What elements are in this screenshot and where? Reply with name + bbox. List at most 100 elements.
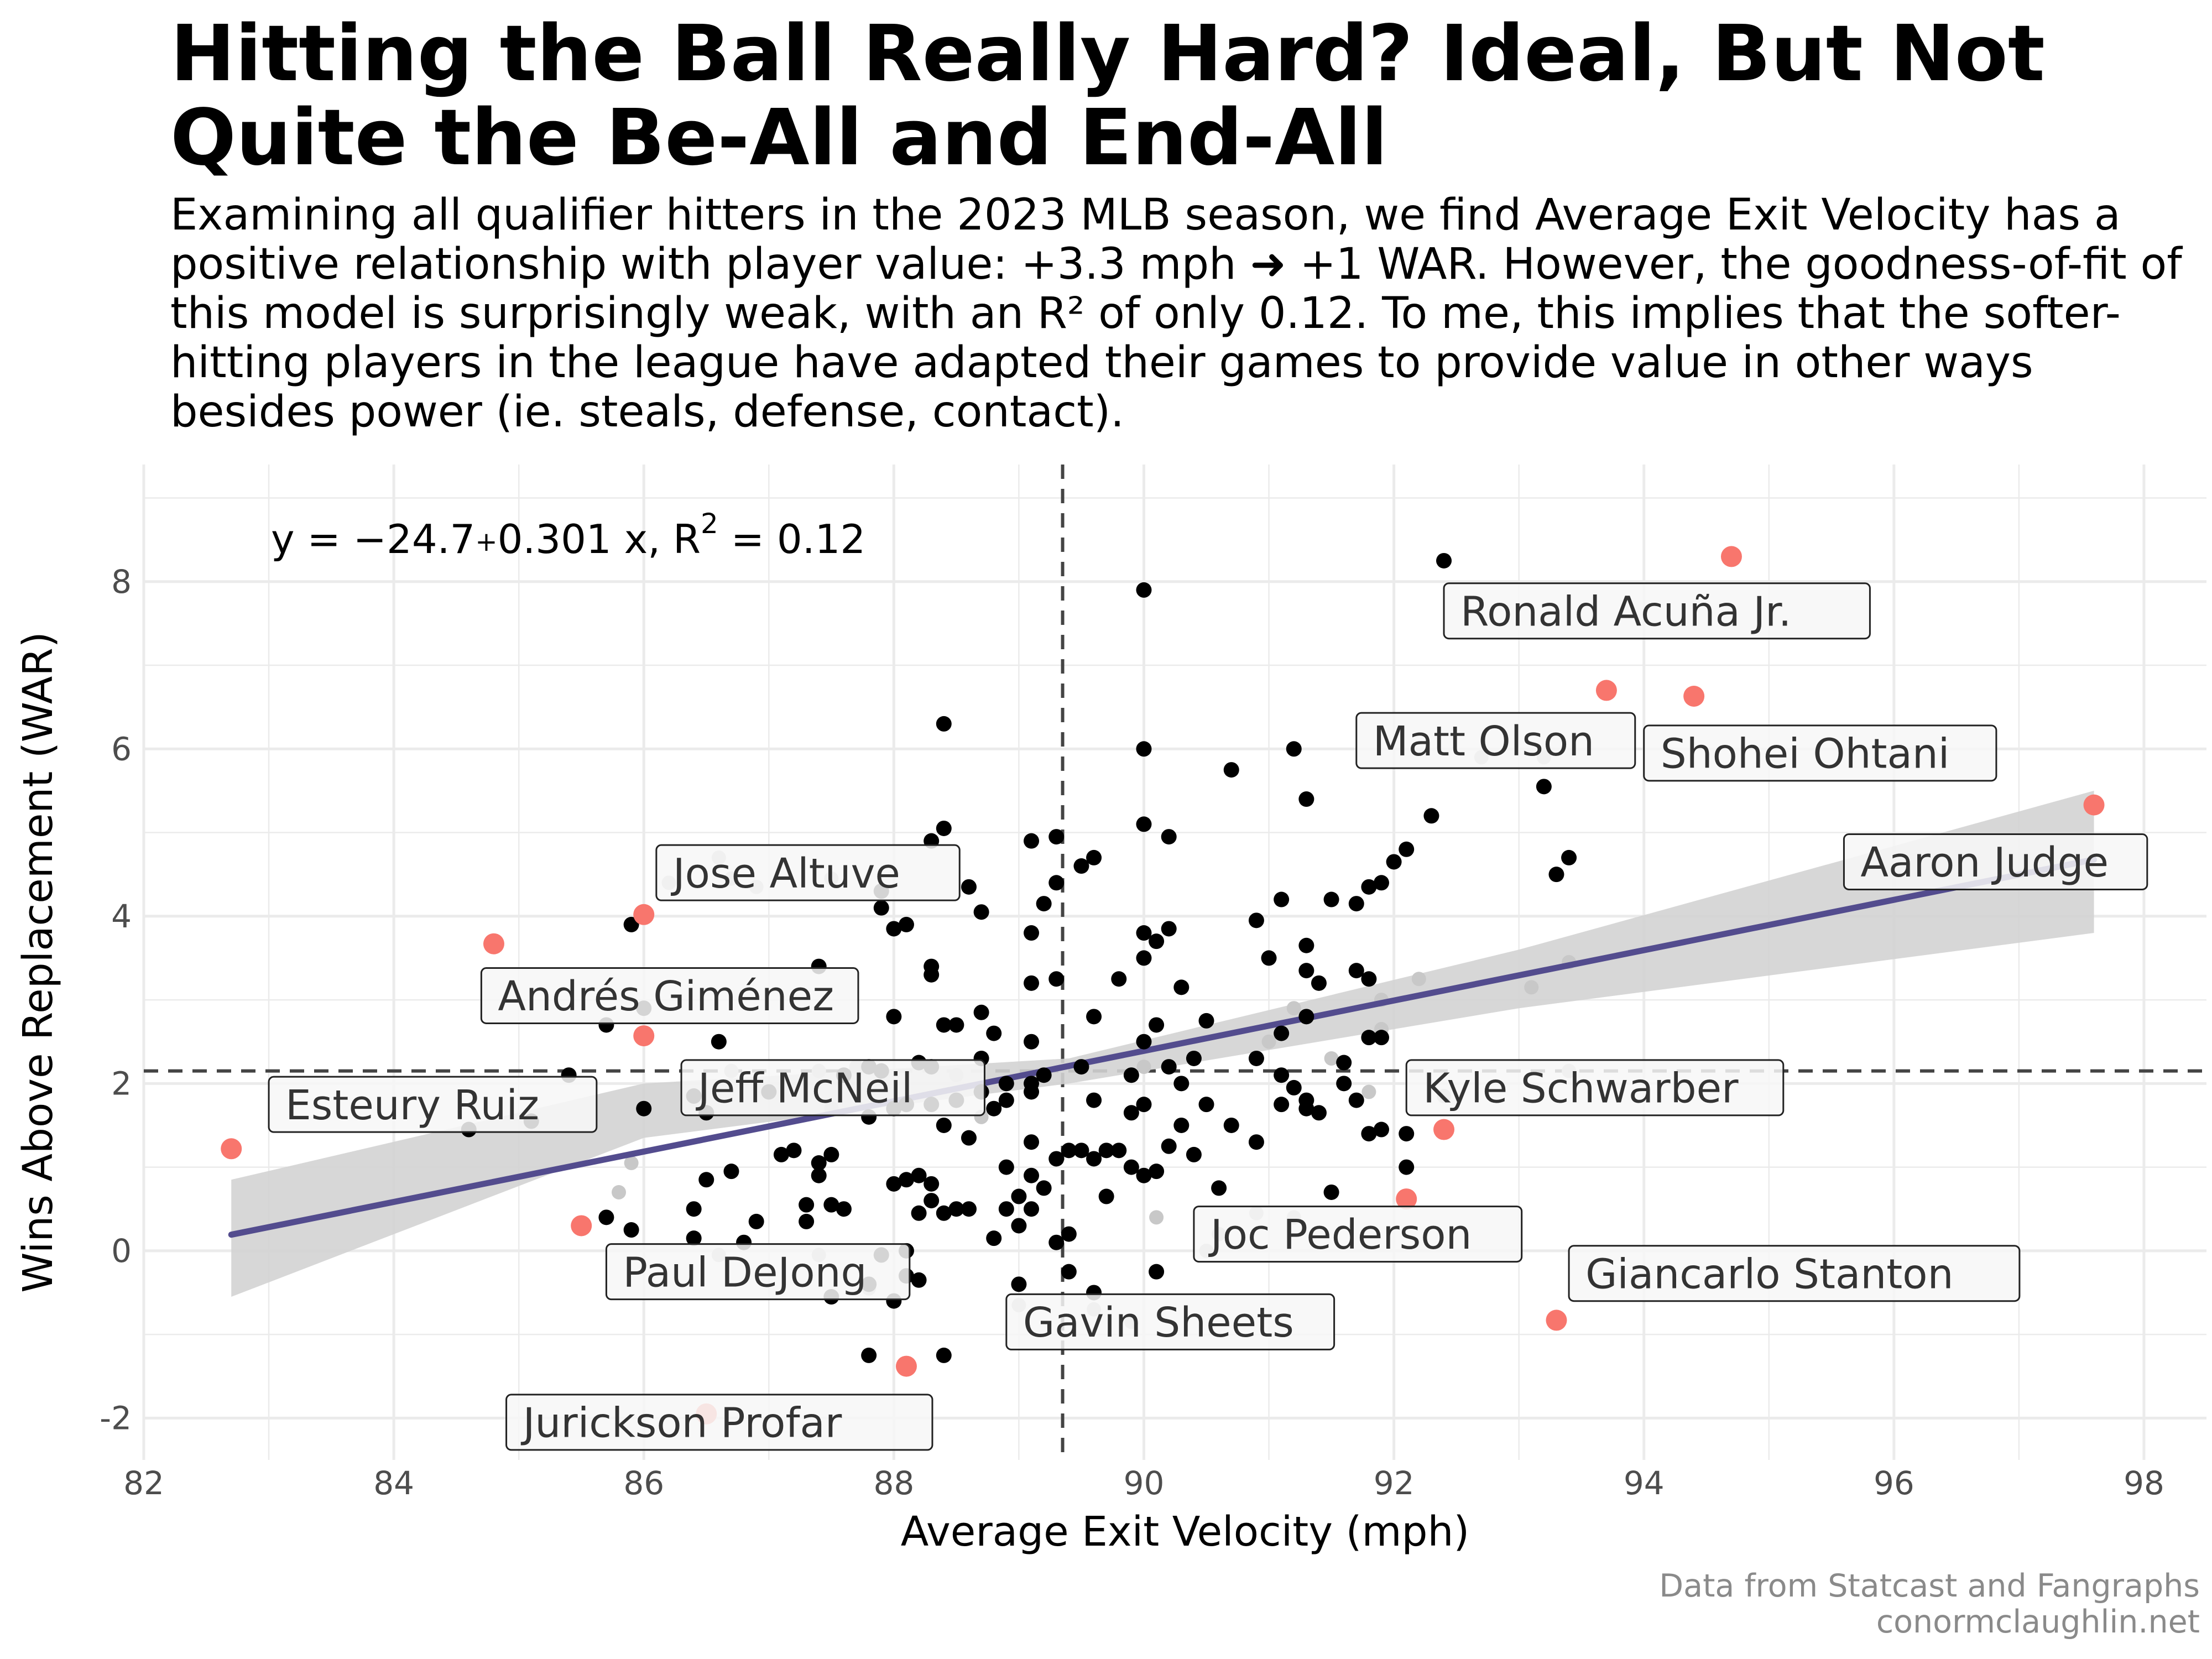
data-point [898,916,914,932]
axes: 82 84 86 88 90 92 94 96 98 -2 0 2 4 6 8 [100,563,2164,1502]
data-point [1298,1009,1314,1025]
data-point [1274,1097,1290,1113]
equation-tail: = 0.12 [718,516,865,562]
data-point [936,1205,952,1221]
data-point [1098,1142,1114,1159]
data-point [1348,963,1364,979]
player-label-text: Paul DeJong [623,1249,867,1296]
data-point [1336,1076,1352,1092]
player-label-box [605,1243,911,1301]
x-tick-label: 98 [2124,1464,2164,1502]
data-point [1161,1138,1177,1154]
equation-x-r: x, R [612,516,701,562]
data-point [1198,1013,1214,1029]
data-point [1123,1067,1139,1083]
data-point [886,1009,902,1025]
faded-point [624,1156,639,1171]
data-point [1173,979,1190,995]
y-axis-title: Wins Above Replacement (WAR) [14,632,62,1292]
data-point [811,1167,827,1183]
data-point [1223,762,1239,778]
data-point [1149,1164,1165,1180]
x-tick-label: 82 [123,1464,164,1502]
data-point [1161,921,1177,937]
data-point [1173,1117,1190,1133]
player-label: Andrés Giménez [480,967,859,1025]
x-tick-label: 88 [873,1464,914,1502]
data-point [836,1201,852,1217]
player-label-text: Andrés Giménez [498,973,834,1020]
data-point [1024,1167,1040,1183]
equation-slope: 0.301 [498,516,612,562]
player-label: Jose Altuve [655,844,961,901]
y-tick-label: 4 [111,898,132,935]
data-point [1136,1167,1152,1183]
data-point [1298,791,1314,807]
caption-site: conormclaughlin.net [1876,1604,2200,1640]
data-point [1123,1159,1139,1175]
highlight-point [895,1355,917,1377]
data-point [1161,829,1177,845]
data-point [948,1017,964,1033]
data-point [823,1197,839,1213]
player-label-text: Jurickson Profar [521,1400,842,1447]
data-point [1136,925,1152,941]
data-point [1086,1009,1102,1025]
x-axis-title: Average Exit Velocity (mph) [901,1508,1470,1556]
player-label: Kyle Schwarber [1405,1059,1785,1117]
faded-point [1524,980,1539,995]
data-point [811,1155,827,1171]
player-label-box [1643,724,1997,782]
data-point [1011,1188,1027,1204]
data-point [823,1146,839,1162]
highlight-point [2083,794,2105,816]
data-point [1136,1034,1152,1050]
player-label-text: Ronald Acuña Jr. [1460,588,1791,635]
player-label: Joc Pederson [1193,1206,1523,1263]
data-point [1073,1059,1089,1075]
confidence-ribbon [231,790,2094,1297]
x-tick-label: 96 [1874,1464,1914,1502]
highlight-point [1546,1310,1567,1331]
data-point [1173,1076,1190,1092]
data-point [1123,1105,1139,1121]
data-point [973,1004,989,1020]
highlight-point [633,1025,655,1047]
data-point [636,1100,652,1117]
data-point [1248,912,1264,928]
data-point [1336,1055,1352,1071]
data-point [1073,858,1089,874]
data-point [748,1213,764,1229]
faded-point [1261,1034,1276,1049]
data-point [1374,1030,1389,1046]
data-point [1348,1092,1364,1108]
data-point [1298,1100,1314,1117]
data-point [799,1197,815,1213]
player-label-text: Shohei Ohtani [1661,730,1950,778]
faded-point [1286,1001,1301,1016]
data-point [936,1017,952,1033]
data-point [1136,816,1152,832]
faded-point [612,1185,627,1199]
data-point [986,1025,1002,1041]
data-point [1073,1142,1089,1159]
player-label-box [1568,1245,2021,1302]
y-tick-label: 6 [111,730,132,768]
data-point [936,716,952,732]
equation-superscript: 2 [701,508,718,540]
data-point [1436,552,1452,568]
faded-point [1411,972,1426,987]
data-point [1024,833,1040,849]
player-label-text: Esteury Ruiz [285,1082,539,1129]
data-point [1399,1159,1415,1175]
regression-equation: y = −24.7+0.301 x, R2 = 0.12 [271,508,865,562]
data-point [1298,937,1314,953]
player-label: Giancarlo Stanton [1568,1245,2021,1302]
data-point [1149,1017,1165,1033]
data-point [1061,1264,1077,1280]
data-point [1286,741,1302,757]
player-label-box [480,967,859,1025]
data-point [723,1164,739,1180]
data-point [1286,1079,1302,1095]
data-point [1036,1180,1052,1196]
